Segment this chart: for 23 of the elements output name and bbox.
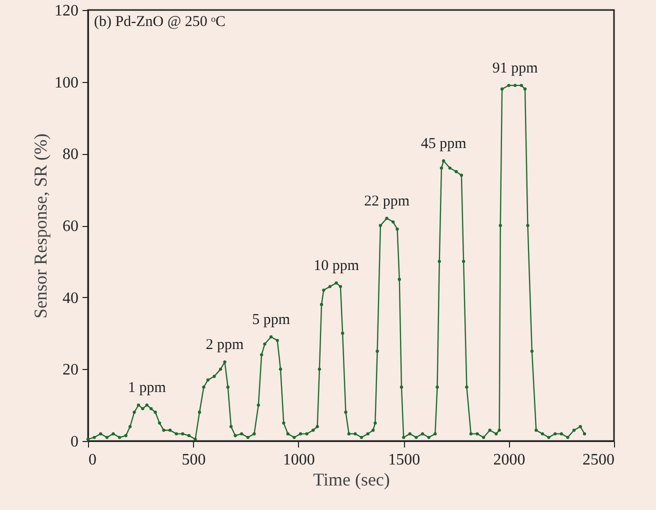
y-tick-label: 100 [54, 74, 78, 92]
y-axis-title: Sensor Response, SR (%) [30, 134, 50, 318]
y-tick-label: 0 [70, 434, 78, 450]
annotation: 45 ppm [420, 136, 467, 152]
annotation: 22 ppm [364, 193, 410, 210]
chart-title: (b) Pd-ZnO @ 250 ᵒC [94, 14, 226, 30]
x-axis-title: Time (sec) [313, 470, 390, 490]
annotation: 2 ppm [206, 336, 244, 353]
y-tick-label: 120 [54, 2, 78, 20]
annotation: 91 ppm [492, 60, 538, 76]
x-tick-label: 2000 [493, 452, 526, 468]
x-tick-label: 2500 [582, 452, 614, 468]
x-tick-label: 0 [88, 452, 96, 468]
annotation: 1 ppm [128, 380, 166, 396]
annotation: 5 ppm [252, 312, 290, 328]
y-tick-label: 80 [62, 146, 78, 164]
y-tick-label: 20 [62, 362, 78, 379]
x-tick-label: 1000 [282, 452, 315, 468]
y-tick-label: 40 [62, 290, 78, 307]
annotation: 10 ppm [314, 258, 360, 274]
x-tick-label: 1500 [388, 452, 420, 468]
y-tick-label: 60 [62, 218, 78, 235]
x-tick-label: 500 [182, 452, 206, 468]
